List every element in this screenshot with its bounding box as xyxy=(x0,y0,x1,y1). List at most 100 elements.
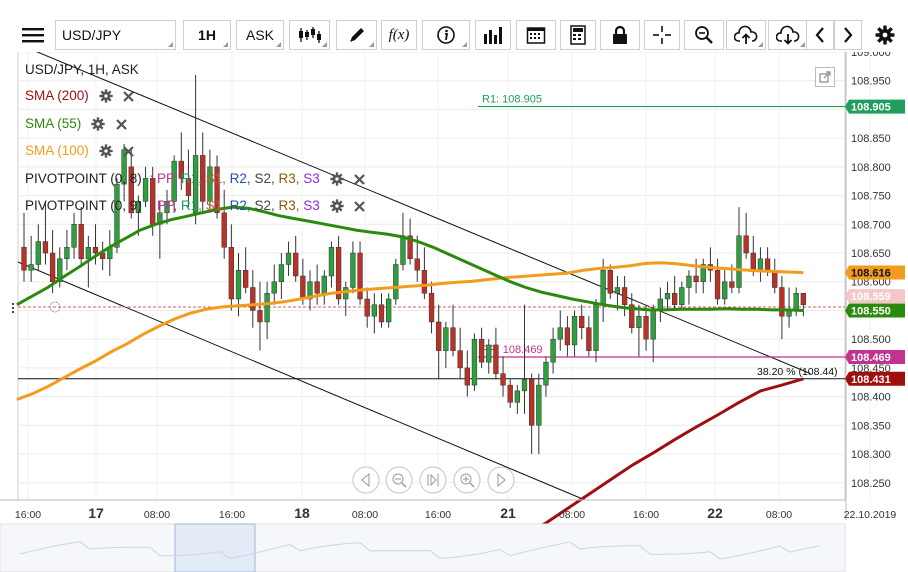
price-side-select[interactable]: ASK xyxy=(236,20,284,50)
time-axis[interactable]: 16:00 17 08:00 16:00 18 08:00 16:00 21 08:00 16:0… xyxy=(0,499,896,521)
candle-body xyxy=(414,258,420,271)
candle xyxy=(71,212,77,259)
volume-button[interactable] xyxy=(475,20,511,50)
price-tag-text: 108.469 xyxy=(851,352,891,364)
candle xyxy=(550,327,556,374)
panel-resize-handle[interactable] xyxy=(12,303,14,314)
candle xyxy=(357,241,363,305)
handle-dot xyxy=(12,311,14,314)
sma55-settings-icon[interactable] xyxy=(91,117,105,132)
candle xyxy=(500,356,506,397)
draw-pencil-icon xyxy=(349,28,364,42)
timeframe-select[interactable]: 1H xyxy=(183,20,231,50)
candle xyxy=(514,385,521,414)
candle-body xyxy=(321,275,327,294)
price-tag-text: 108.616 xyxy=(851,268,891,280)
candle xyxy=(378,293,385,328)
legend-sma100-label[interactable]: SMA (100) xyxy=(25,143,89,158)
pivot1-pp: : PP, xyxy=(149,171,178,186)
candle-body xyxy=(550,338,556,363)
candle-body xyxy=(35,241,41,265)
nav-zoom-out-button-circle[interactable] xyxy=(385,466,413,494)
candle xyxy=(250,270,256,328)
candle xyxy=(714,258,721,305)
pivot2-close-icon[interactable] xyxy=(353,200,366,213)
candle-body xyxy=(672,292,678,305)
info-button[interactable] xyxy=(422,20,470,50)
symbol-select[interactable]: USD/JPY xyxy=(55,20,176,50)
candle xyxy=(171,155,177,213)
candle-body xyxy=(371,304,378,317)
candle xyxy=(128,149,134,219)
candle-body xyxy=(586,327,592,351)
navigator-panel[interactable] xyxy=(0,523,846,572)
candle xyxy=(736,207,742,294)
candle xyxy=(386,293,392,328)
candle xyxy=(307,270,313,311)
candle xyxy=(271,264,277,305)
legend-sma200-label[interactable]: SMA (200) xyxy=(25,88,89,103)
y-tick-label: 108.650 xyxy=(851,248,891,260)
sma100-settings-icon[interactable] xyxy=(98,144,113,159)
candle xyxy=(364,287,370,328)
navigator-window[interactable] xyxy=(174,523,256,572)
nav-zoom-out-button[interactable] xyxy=(385,466,413,494)
toolbar: USD/JPY 1H ASK f(x) xyxy=(0,18,908,54)
upload-button[interactable] xyxy=(726,20,766,50)
navigator[interactable] xyxy=(0,466,846,572)
sma200-close-icon[interactable] xyxy=(122,90,135,103)
candle-body xyxy=(779,287,785,317)
lock-button[interactable] xyxy=(600,20,640,50)
price-tag-bg xyxy=(845,289,905,304)
sma100-close-icon[interactable] xyxy=(122,145,135,158)
legend-pivot2-label[interactable]: PIVOTPOINT (0, 9) xyxy=(25,198,142,213)
sma100-line xyxy=(16,261,804,401)
settings-button[interactable] xyxy=(868,20,902,50)
pivot1-close-icon[interactable] xyxy=(353,173,366,186)
scroll-right-button[interactable] xyxy=(834,20,862,50)
indicator-button[interactable]: f(x) xyxy=(381,20,417,50)
candle-body xyxy=(593,304,599,351)
candle-body xyxy=(693,275,699,282)
nav-fit-button-circle[interactable] xyxy=(419,466,447,494)
chart-type-button[interactable] xyxy=(289,20,330,50)
pivot2-settings-icon[interactable] xyxy=(329,199,344,214)
nav-next-button-circle[interactable] xyxy=(487,466,515,494)
candle xyxy=(664,281,671,311)
x-tick-label: 16:00 xyxy=(633,509,659,521)
menu-button[interactable] xyxy=(14,20,52,50)
candle xyxy=(243,247,249,294)
nav-zoom-in-button[interactable] xyxy=(453,466,481,494)
nav-prev-button-circle[interactable] xyxy=(352,466,380,494)
legend-pivot1-label[interactable]: PIVOTPOINT (0, 8) xyxy=(25,171,142,186)
legend-sma55-label[interactable]: SMA (55) xyxy=(25,116,82,131)
zoom-button[interactable] xyxy=(684,20,724,50)
nav-zoom-in-button-circle[interactable] xyxy=(453,466,481,494)
crosshair-button[interactable] xyxy=(644,20,680,50)
candle xyxy=(135,195,142,236)
calendar-button[interactable] xyxy=(516,20,556,50)
download-button[interactable] xyxy=(768,20,808,50)
sma55-close-icon[interactable] xyxy=(115,118,128,131)
candle-body xyxy=(114,183,120,248)
line-drag-handle[interactable] xyxy=(49,301,61,313)
price-axis[interactable]: 109.000108.950108.900108.850108.800108.7… xyxy=(845,52,891,520)
triangle-left-icon xyxy=(361,472,370,488)
expand-chart-button[interactable] xyxy=(815,67,835,87)
menu-icon xyxy=(22,28,44,43)
sma200-settings-icon[interactable] xyxy=(98,89,113,104)
icon-shape xyxy=(361,472,370,488)
candle-body xyxy=(386,298,392,323)
nav-fit-button[interactable] xyxy=(419,466,447,494)
nav-next-button[interactable] xyxy=(487,466,515,494)
pivot1-settings-icon[interactable] xyxy=(329,172,344,187)
scroll-left-button[interactable] xyxy=(806,20,834,50)
candle-body xyxy=(307,281,313,300)
draw-tool-button[interactable] xyxy=(336,20,377,50)
nav-prev-button[interactable] xyxy=(352,466,380,494)
candle-body xyxy=(200,155,206,202)
candle-body xyxy=(407,235,413,260)
calculator-button[interactable] xyxy=(560,20,596,50)
candle-body xyxy=(207,166,213,202)
